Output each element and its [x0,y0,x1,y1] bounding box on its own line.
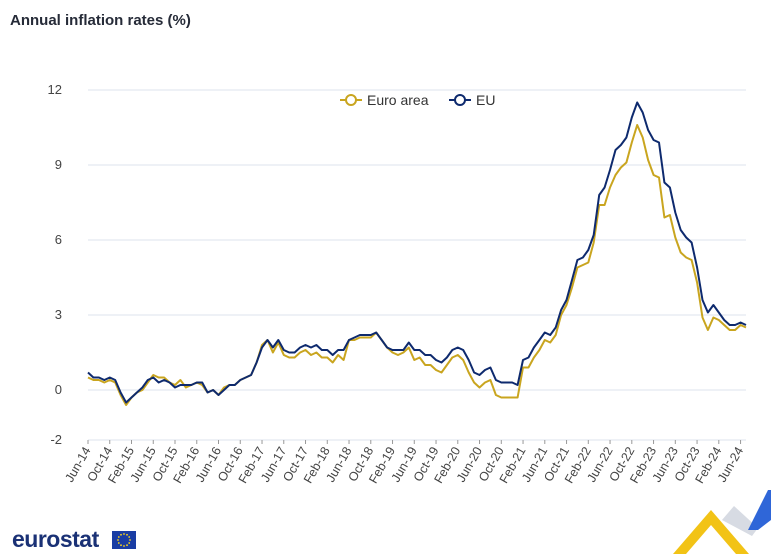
chevron-blue-icon [748,490,771,530]
flag-star-icon [126,533,128,536]
eu-flag-icon [112,531,136,549]
y-tick-label: 3 [55,307,62,322]
grid-lines [88,89,746,441]
flag-star-icon [126,544,128,547]
eu-flag-stars-icon [117,533,131,547]
series-lines [87,101,747,406]
legend-label: Euro area [367,92,429,108]
y-tick-label: 12 [48,82,62,97]
legend-marker-icon [345,94,357,106]
flag-star-icon [129,539,131,541]
y-tick-label: 9 [55,157,62,172]
eurostat-logo-text: eurostat [12,526,99,552]
chevron-yellow-icon [673,510,749,554]
flag-star-icon [117,536,120,538]
flag-star-icon [128,542,131,544]
flag-star-icon [120,544,122,547]
flag-star-icon [128,536,131,538]
flag-star-icon [123,545,125,547]
legend[interactable]: Euro area EU [340,92,495,108]
y-axis-ticks: 12 9 6 3 0 -2 [48,82,62,447]
y-tick-label: 6 [55,232,62,247]
legend-label: EU [476,92,495,108]
flag-star-icon [117,542,120,544]
x-axis-ticks: Jun-14Oct-14Feb-15Jun-15Oct-15Feb-16Jun-… [62,440,746,486]
chart-title: Annual inflation rates (%) [10,12,191,29]
y-tick-label: 0 [55,382,62,397]
flag-star-icon [117,539,119,541]
series-line-eu [87,101,747,404]
legend-marker-icon [454,94,466,106]
flag-star-icon [120,533,122,536]
y-tick-label: -2 [50,432,62,447]
brand-chevron-decoration [673,490,771,554]
flag-star-icon [123,533,125,535]
series-line-euro-area [87,124,747,406]
